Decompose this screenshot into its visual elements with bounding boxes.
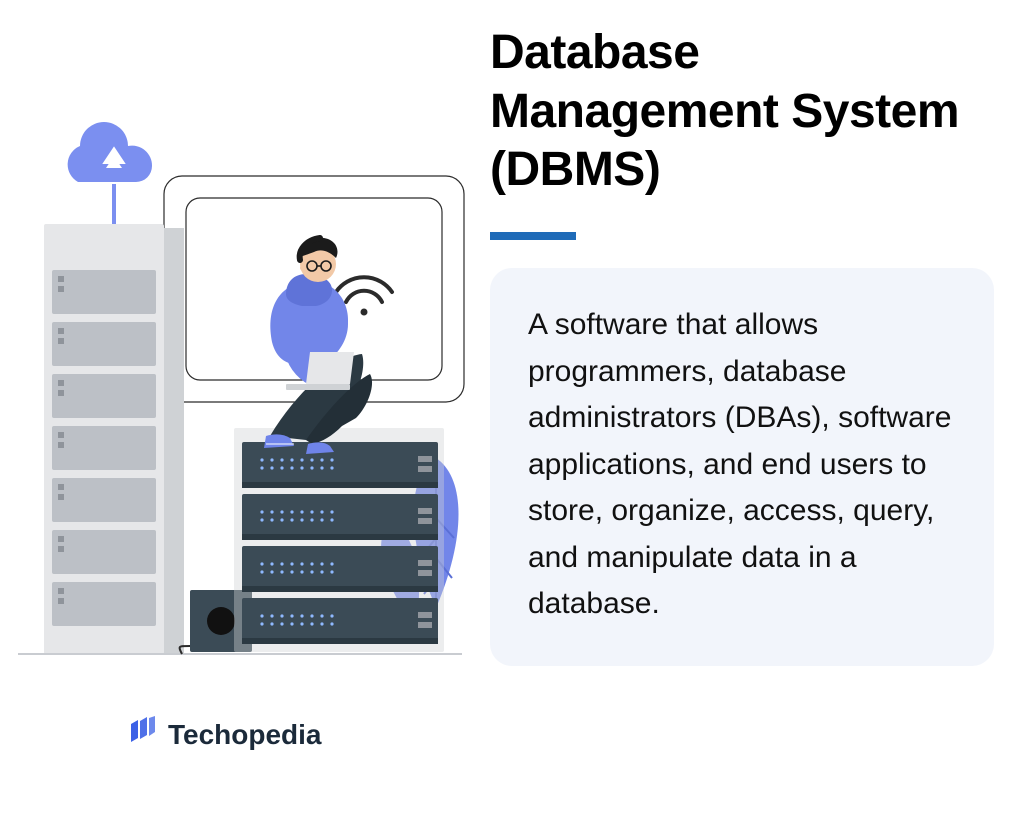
page-title: Database Management System (DBMS) (490, 24, 1000, 200)
server-stack-icon (234, 428, 444, 652)
brand-icon (128, 716, 158, 753)
illustration (10, 106, 474, 662)
definition-card: A software that allows programmers, data… (490, 268, 994, 666)
title-underline (490, 232, 576, 240)
brand-name: Techopedia (168, 719, 322, 751)
definition-text: A software that allows programmers, data… (528, 308, 951, 620)
brand-logo: Techopedia (128, 716, 322, 753)
person-with-laptop-icon (264, 238, 372, 454)
cloud-upload-icon (68, 122, 152, 226)
